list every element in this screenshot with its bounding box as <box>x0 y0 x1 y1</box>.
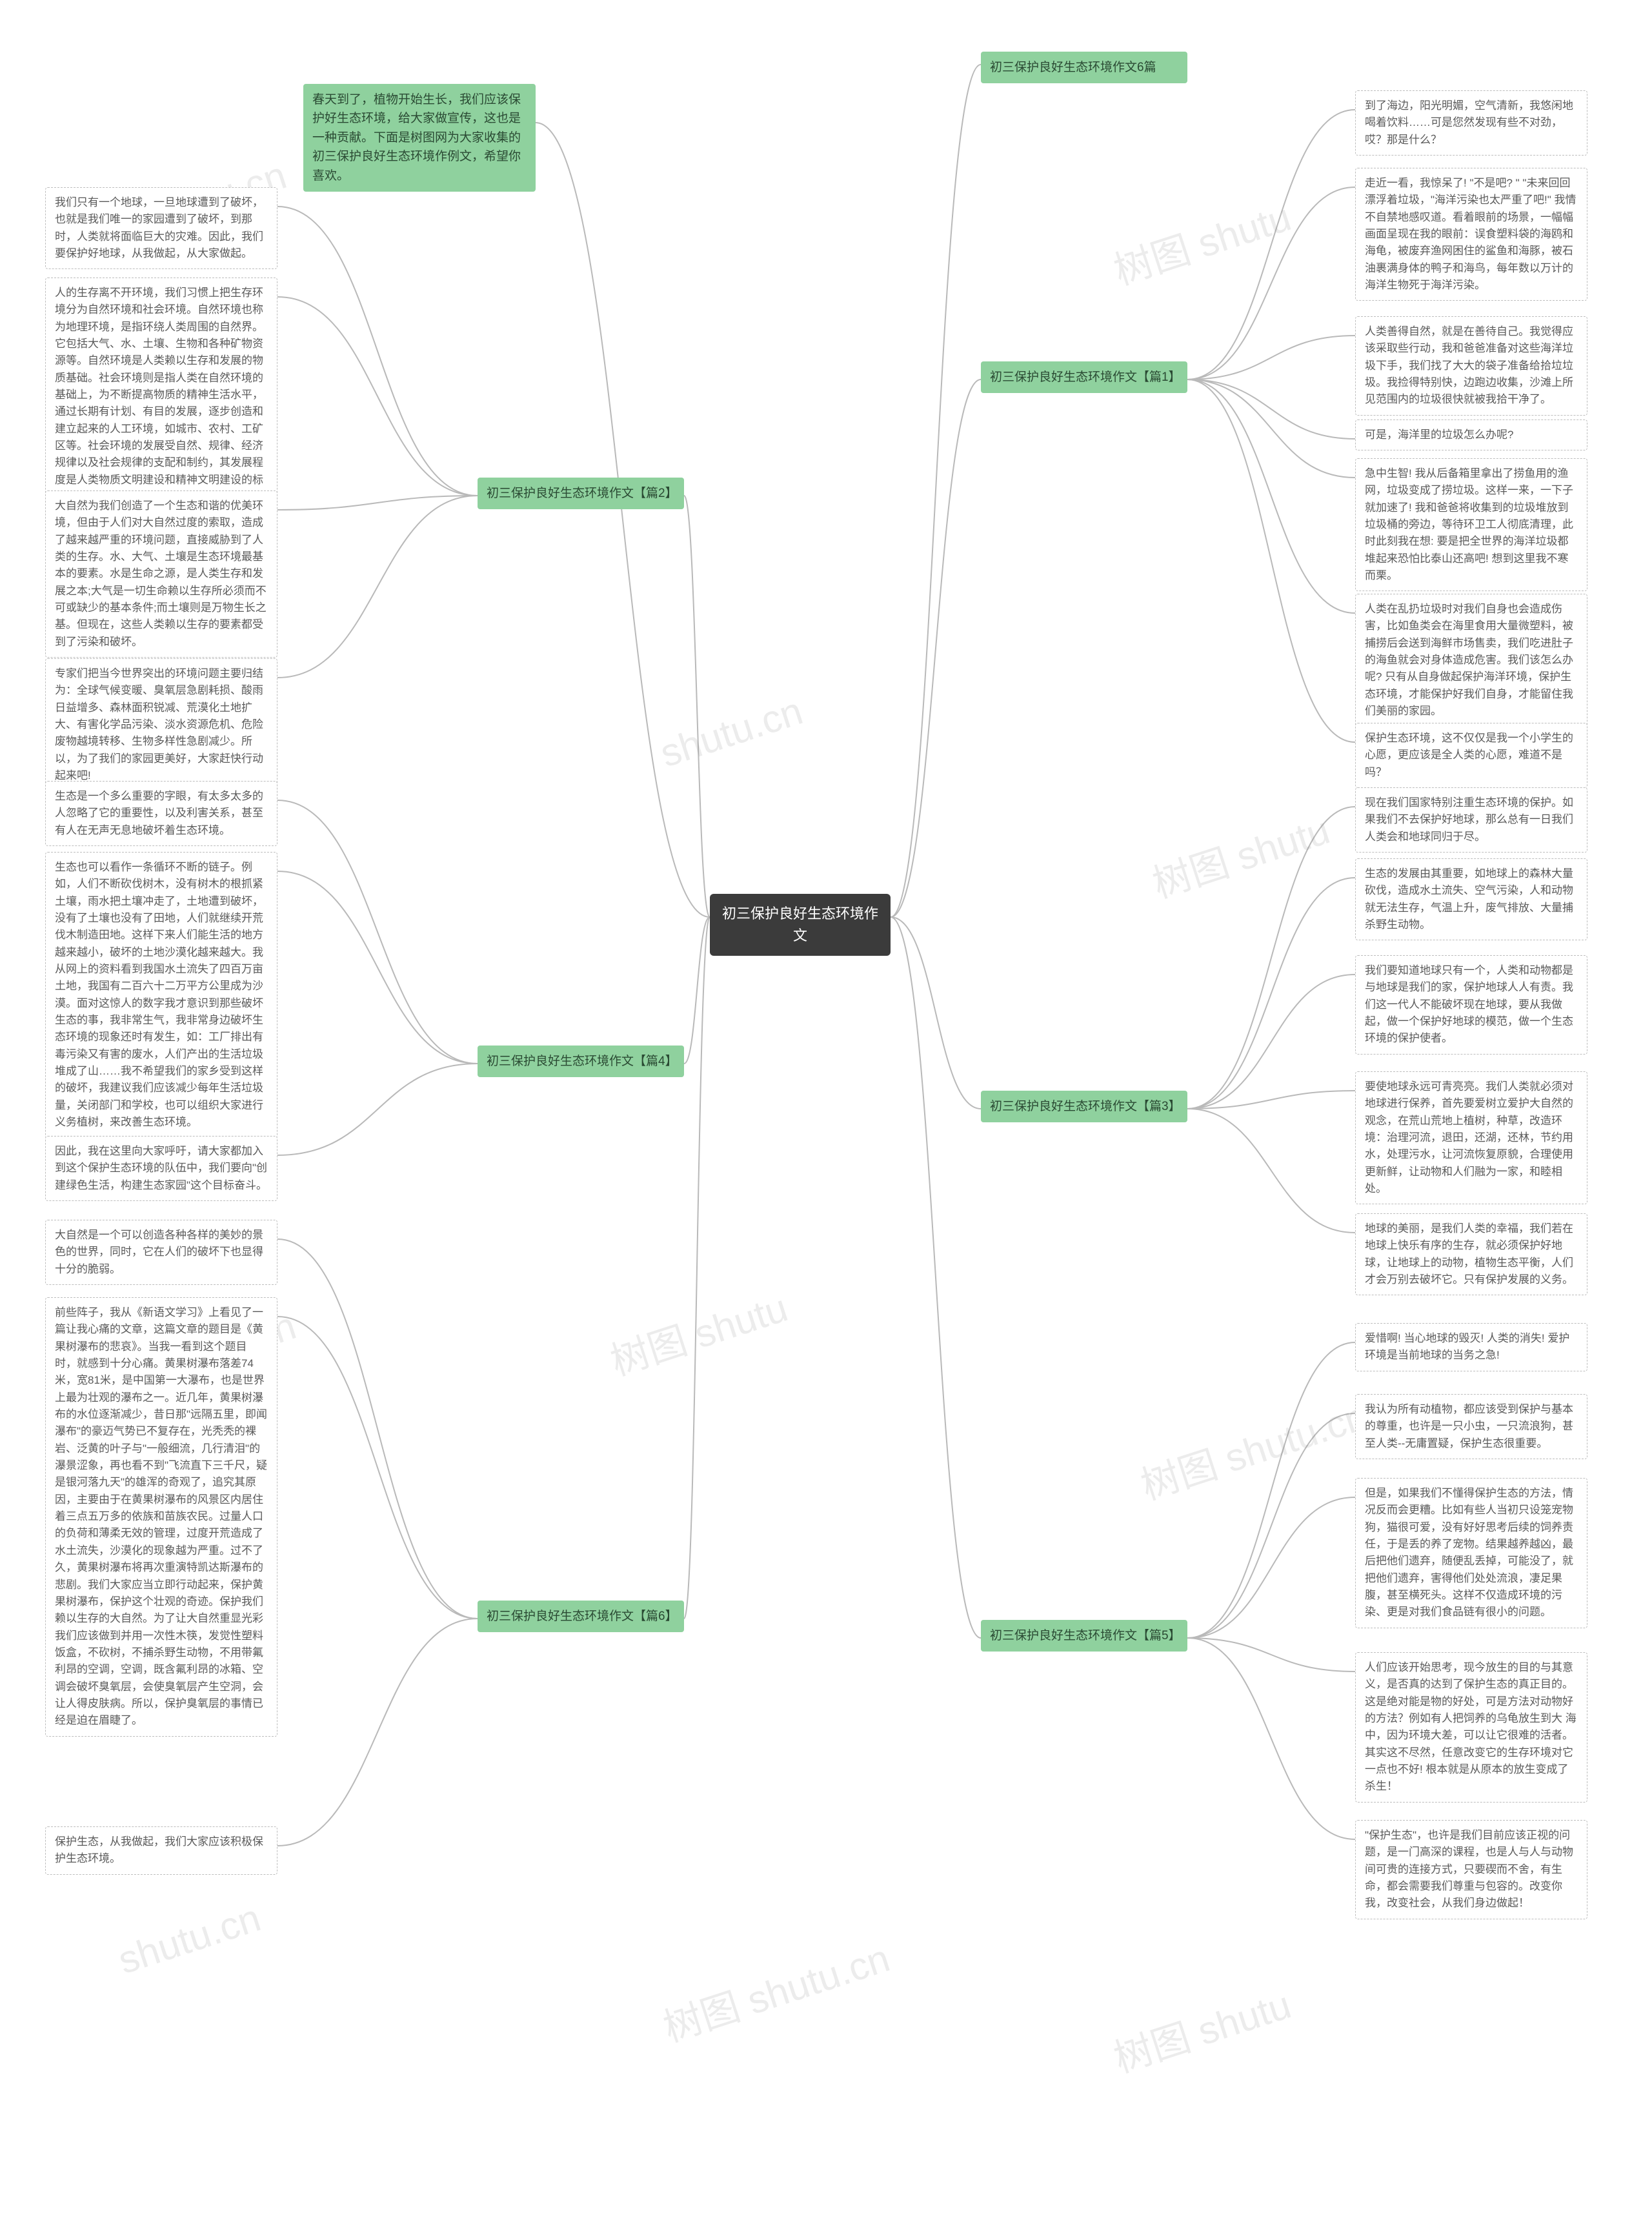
leaf-node: 人类善得自然，就是在善待自己。我觉得应该采取些行动，我和爸爸准备对这些海洋垃圾下… <box>1355 316 1587 416</box>
leaf-text: 但是，如果我们不懂得保护生态的方法，情况反而会更糟。比如有些人当初只设笼宠物狗，… <box>1365 1487 1573 1618</box>
watermark: shutu.cn <box>113 1895 266 1983</box>
watermark: 树图 shutu <box>1105 186 1296 296</box>
title-branch: 初三保护良好生态环境作文6篇 <box>981 52 1187 83</box>
leaf-text: 爱惜啊! 当心地球的毁灭! 人类的消失! 爱护环境是当前地球的当务之急! <box>1365 1332 1569 1361</box>
leaf-text: 走近一看，我惊呆了! "不是吧? " "未来回回漂浮着垃圾，"海洋污染也太严重了… <box>1365 177 1576 291</box>
watermark: 树图 shutu <box>1144 799 1335 909</box>
root-label: 初三保护良好生态环境作文 <box>722 905 878 944</box>
leaf-node: 大自然是一个可以创造各种各样的美妙的景色的世界，同时，它在人们的破坏下也显得十分… <box>45 1220 277 1285</box>
leaf-text: 人类善得自然，就是在善待自己。我觉得应该采取些行动，我和爸爸准备对这些海洋垃圾下… <box>1365 325 1573 405</box>
leaf-node: "保护生态"，也许是我们目前应该正视的问题，是一门高深的课程，也是人与人与动物间… <box>1355 1820 1587 1919</box>
leaf-text: 人类在乱扔垃圾时对我们自身也会造成伤害，比如鱼类会在海里食用大量微塑料，被捕捞后… <box>1365 603 1573 717</box>
leaf-text: 我认为所有动植物，都应该受到保护与基本的尊重，也许是一只小虫，一只流浪狗，甚至人… <box>1365 1403 1573 1450</box>
branch-node: 初三保护良好生态环境作文【篇6】 <box>478 1601 684 1632</box>
branch-label: 初三保护良好生态环境作文【篇6】 <box>487 1610 678 1623</box>
leaf-text: 要使地球永远可青亮亮。我们人类就必须对地球进行保养，首先要爱树立爱护大自然的观念… <box>1365 1080 1573 1195</box>
branch-node: 初三保护良好生态环境作文【篇2】 <box>478 478 684 509</box>
leaf-node: 人类在乱扔垃圾时对我们自身也会造成伤害，比如鱼类会在海里食用大量微塑料，被捕捞后… <box>1355 594 1587 727</box>
leaf-node: 专家们把当今世界突出的环境问题主要归结为：全球气候变暖、臭氧层急剧耗损、酸雨日益… <box>45 658 277 791</box>
leaf-node: 急中生智! 我从后备箱里拿出了捞鱼用的渔网，垃圾变成了捞垃圾。这样一来，一下子就… <box>1355 458 1587 591</box>
leaf-node: 大自然为我们创造了一个生态和谐的优美环境，但由于人们对大自然过度的索取，造成了越… <box>45 490 277 658</box>
leaf-text: 保护生态，从我做起，我们大家应该积极保护生态环境。 <box>55 1835 263 1864</box>
leaf-node: 我们只有一个地球，一旦地球遭到了破坏，也就是我们唯一的家园遭到了破坏，到那时，人… <box>45 187 277 269</box>
title-branch-label: 初三保护良好生态环境作文6篇 <box>990 61 1156 74</box>
leaf-text: 人的生存离不开环境，我们习惯上把生存环境分为自然环境和社会环境。自然环境也称为地… <box>55 287 263 503</box>
watermark: 树图 shutu <box>602 1277 793 1386</box>
intro-branch: 春天到了，植物开始生长，我们应该保护好生态环境，给大家做宣传，这也是一种贡献。下… <box>303 84 536 192</box>
leaf-text: "保护生态"，也许是我们目前应该正视的问题，是一门高深的课程，也是人与人与动物间… <box>1365 1829 1573 1909</box>
branch-label: 初三保护良好生态环境作文【篇5】 <box>990 1629 1181 1642</box>
leaf-text: 人们应该开始思考，现今放生的目的与其意义，是否真的达到了保护生态的真正目的。这是… <box>1365 1661 1576 1792</box>
branch-node: 初三保护良好生态环境作文【篇3】 <box>981 1091 1187 1122</box>
leaf-text: 我们只有一个地球，一旦地球遭到了破坏，也就是我们唯一的家园遭到了破坏，到那时，人… <box>55 196 263 259</box>
watermark: 树图 shutu.cn <box>655 1927 896 2053</box>
leaf-text: 生态是一个多么重要的字眼，有太多太多的人忽略了它的重要性，以及利害关系，甚至有人… <box>55 790 263 836</box>
leaf-node: 我们要知道地球只有一个，人类和动物都是与地球是我们的家，保护地球人人有责。我们这… <box>1355 955 1587 1055</box>
leaf-node: 我认为所有动植物，都应该受到保护与基本的尊重，也许是一只小虫，一只流浪狗，甚至人… <box>1355 1394 1587 1459</box>
leaf-text: 可是，海洋里的垃圾怎么办呢? <box>1365 429 1513 441</box>
branch-label: 初三保护良好生态环境作文【篇3】 <box>990 1100 1181 1113</box>
leaf-node: 保护生态，从我做起，我们大家应该积极保护生态环境。 <box>45 1826 277 1875</box>
watermark: 树图 shutu.cn <box>1133 1385 1373 1511</box>
leaf-node: 现在我们国家特别注重生态环境的保护。如果我们不去保护好地球，那么总有一日我们人类… <box>1355 787 1587 853</box>
leaf-node: 爱惜啊! 当心地球的毁灭! 人类的消失! 爱护环境是当前地球的当务之急! <box>1355 1323 1587 1371</box>
watermark: 树图 shutu <box>1105 1974 1296 2083</box>
leaf-node: 生态是一个多么重要的字眼，有太多太多的人忽略了它的重要性，以及利害关系，甚至有人… <box>45 781 277 846</box>
intro-branch-text: 春天到了，植物开始生长，我们应该保护好生态环境，给大家做宣传，这也是一种贡献。下… <box>312 93 521 183</box>
branch-node: 初三保护良好生态环境作文【篇5】 <box>981 1620 1187 1652</box>
leaf-node: 到了海边，阳光明媚，空气清新，我悠闲地喝着饮料……可是您然发现有些不对劲，哎？那… <box>1355 90 1587 156</box>
leaf-node: 地球的美丽，是我们人类的幸福，我们若在地球上快乐有序的生存，就必须保护好地球，让… <box>1355 1213 1587 1295</box>
leaf-node: 保护生态环境，这不仅仅是我一个小学生的心愿，更应该是全人类的心愿，难道不是吗？ <box>1355 723 1587 788</box>
branch-label: 初三保护良好生态环境作文【篇4】 <box>487 1055 678 1068</box>
leaf-text: 生态也可以看作一条循环不断的链子。例如，人们不断砍伐树木，没有树木的根抓紧土壤，… <box>55 861 263 1128</box>
leaf-node: 可是，海洋里的垃圾怎么办呢? <box>1355 419 1587 450</box>
leaf-node: 要使地球永远可青亮亮。我们人类就必须对地球进行保养，首先要爱树立爱护大自然的观念… <box>1355 1071 1587 1204</box>
leaf-node: 但是，如果我们不懂得保护生态的方法，情况反而会更糟。比如有些人当初只设笼宠物狗，… <box>1355 1478 1587 1628</box>
branch-node: 初三保护良好生态环境作文【篇1】 <box>981 361 1187 393</box>
leaf-text: 我们要知道地球只有一个，人类和动物都是与地球是我们的家，保护地球人人有责。我们这… <box>1365 964 1573 1044</box>
leaf-node: 走近一看，我惊呆了! "不是吧? " "未来回回漂浮着垃圾，"海洋污染也太严重了… <box>1355 168 1587 301</box>
root-node: 初三保护良好生态环境作文 <box>710 894 891 956</box>
leaf-text: 到了海边，阳光明媚，空气清新，我悠闲地喝着饮料……可是您然发现有些不对劲，哎？那… <box>1365 99 1573 146</box>
leaf-text: 因此，我在这里向大家呼吁，请大家都加入到这个保护生态环境的队伍中，我们要向"创建… <box>55 1145 267 1191</box>
branch-label: 初三保护良好生态环境作文【篇2】 <box>487 487 678 500</box>
leaf-node: 人们应该开始思考，现今放生的目的与其意义，是否真的达到了保护生态的真正目的。这是… <box>1355 1652 1587 1803</box>
leaf-node: 前些阵子，我从《新语文学习》上看见了一篇让我心痛的文章，这篇文章的题目是《黄果树… <box>45 1297 277 1737</box>
leaf-text: 现在我们国家特别注重生态环境的保护。如果我们不去保护好地球，那么总有一日我们人类… <box>1365 796 1573 843</box>
branch-label: 初三保护良好生态环境作文【篇1】 <box>990 370 1181 384</box>
branch-node: 初三保护良好生态环境作文【篇4】 <box>478 1046 684 1077</box>
leaf-text: 生态的发展由其重要，如地球上的森林大量砍伐，造成水土流失、空气污染，人和动物就无… <box>1365 867 1573 931</box>
leaf-node: 生态的发展由其重要，如地球上的森林大量砍伐，造成水土流失、空气污染，人和动物就无… <box>1355 858 1587 940</box>
leaf-text: 急中生智! 我从后备箱里拿出了捞鱼用的渔网，垃圾变成了捞垃圾。这样一来，一下子就… <box>1365 467 1573 581</box>
leaf-node: 因此，我在这里向大家呼吁，请大家都加入到这个保护生态环境的队伍中，我们要向"创建… <box>45 1136 277 1201</box>
leaf-text: 大自然是一个可以创造各种各样的美妙的景色的世界，同时，它在人们的破坏下也显得十分… <box>55 1229 263 1275</box>
leaf-text: 地球的美丽，是我们人类的幸福，我们若在地球上快乐有序的生存，就必须保护好地球，让… <box>1365 1222 1573 1286</box>
leaf-text: 保护生态环境，这不仅仅是我一个小学生的心愿，更应该是全人类的心愿，难道不是吗？ <box>1365 732 1573 778</box>
leaf-text: 专家们把当今世界突出的环境问题主要归结为：全球气候变暖、臭氧层急剧耗损、酸雨日益… <box>55 667 263 782</box>
watermark: shutu.cn <box>655 689 808 776</box>
leaf-node: 人的生存离不开环境，我们习惯上把生存环境分为自然环境和社会环境。自然环境也称为地… <box>45 278 277 512</box>
leaf-text: 大自然为我们创造了一个生态和谐的优美环境，但由于人们对大自然过度的索取，造成了越… <box>55 500 267 648</box>
leaf-node: 生态也可以看作一条循环不断的链子。例如，人们不断砍伐树木，没有树木的根抓紧土壤，… <box>45 852 277 1138</box>
leaf-text: 前些阵子，我从《新语文学习》上看见了一篇让我心痛的文章，这篇文章的题目是《黄果树… <box>55 1306 267 1726</box>
